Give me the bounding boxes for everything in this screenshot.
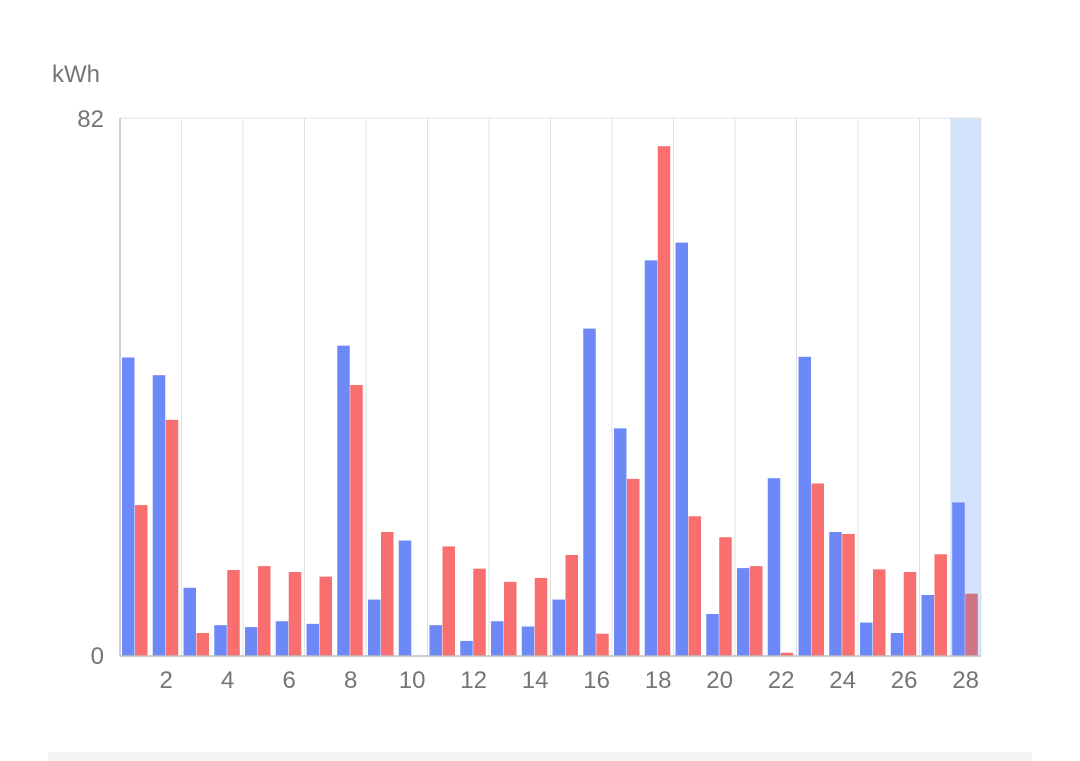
x-tick-labels: 2 4 6 8 10 12 14 16 18 20 22 24 26 28: [159, 667, 979, 694]
bar-series-1-day-23[interactable]: [798, 356, 812, 656]
bar-series-2-day-28[interactable]: [965, 593, 978, 656]
bar-series-2-day-22[interactable]: [780, 652, 794, 656]
bar-series-1-day-1[interactable]: [122, 357, 135, 656]
bar-series-1-day-12[interactable]: [460, 640, 473, 656]
bar-series-2-day-20[interactable]: [719, 537, 732, 656]
bar-series-2-day-2[interactable]: [165, 419, 179, 656]
bar-series-1-day-13[interactable]: [491, 621, 504, 656]
bar-series-1-day-21[interactable]: [737, 568, 750, 656]
bar-series-1-day-28[interactable]: [952, 502, 965, 656]
footer-strip: [48, 752, 1032, 761]
bar-series-2-day-16[interactable]: [596, 633, 609, 656]
bar-series-2-day-3[interactable]: [196, 633, 210, 656]
bar-series-2-day-14[interactable]: [534, 577, 548, 656]
bar-series-1-day-25[interactable]: [860, 622, 873, 656]
bar-series-2-day-12[interactable]: [473, 568, 486, 656]
bar-series-2-day-6[interactable]: [288, 572, 302, 656]
y-tick-max: 82: [77, 106, 104, 133]
x-tick-22: 22: [768, 667, 795, 694]
bar-series-1-day-27[interactable]: [921, 594, 935, 656]
bar-series-2-day-7[interactable]: [319, 576, 333, 656]
bar-series-1-day-17[interactable]: [614, 428, 627, 656]
bar-series-1-day-9[interactable]: [368, 599, 381, 656]
grid-lines: [119, 117, 982, 656]
bar-series-2-day-5[interactable]: [258, 566, 271, 656]
x-tick-2: 2: [159, 667, 172, 694]
y-tick-zero: 0: [91, 643, 104, 670]
bar-series-2-day-17[interactable]: [627, 478, 640, 656]
x-tick-6: 6: [282, 667, 295, 694]
x-tick-24: 24: [829, 667, 856, 694]
x-tick-26: 26: [891, 667, 918, 694]
bar-series-1-day-3[interactable]: [183, 587, 197, 656]
x-tick-10: 10: [399, 667, 426, 694]
bar-series-2-day-15[interactable]: [565, 554, 579, 656]
bar-series-2-day-19[interactable]: [688, 516, 702, 656]
bar-series-2-day-21[interactable]: [750, 566, 763, 656]
bar-series-1-day-26[interactable]: [890, 633, 904, 656]
bar-series-1-day-15[interactable]: [552, 599, 566, 656]
bar-series-1-day-10[interactable]: [398, 540, 412, 656]
bar-series-2-day-9[interactable]: [381, 531, 394, 656]
bar-series-1-day-4[interactable]: [214, 625, 227, 656]
bar-series-1-day-16[interactable]: [583, 328, 596, 656]
x-tick-16: 16: [583, 667, 610, 694]
bar-series-2-day-25[interactable]: [873, 569, 886, 656]
bar-series-1-day-19[interactable]: [675, 242, 689, 656]
y-axis-label: kWh: [52, 61, 100, 88]
x-tick-28: 28: [952, 667, 979, 694]
bars-group: [122, 146, 978, 656]
bar-series-1-day-20[interactable]: [706, 614, 719, 656]
bar-series-1-day-14[interactable]: [521, 626, 535, 656]
bar-series-1-day-18[interactable]: [644, 260, 658, 656]
bar-series-2-day-13[interactable]: [504, 581, 517, 656]
bar-series-1-day-6[interactable]: [275, 621, 289, 656]
x-tick-18: 18: [645, 667, 672, 694]
bar-series-2-day-27[interactable]: [934, 554, 948, 656]
bar-series-1-day-8[interactable]: [337, 345, 350, 656]
x-tick-8: 8: [344, 667, 357, 694]
bar-series-2-day-24[interactable]: [842, 533, 855, 656]
x-tick-20: 20: [706, 667, 733, 694]
x-tick-12: 12: [460, 667, 487, 694]
bar-series-2-day-11[interactable]: [442, 546, 456, 656]
bar-series-1-day-24[interactable]: [829, 531, 842, 656]
bar-series-2-day-8[interactable]: [350, 385, 363, 656]
bar-series-1-day-5[interactable]: [245, 627, 258, 656]
bar-series-1-day-22[interactable]: [767, 478, 781, 656]
bar-series-2-day-23[interactable]: [811, 483, 825, 656]
bar-series-1-day-2[interactable]: [152, 375, 166, 656]
x-tick-14: 14: [522, 667, 549, 694]
bar-series-2-day-26[interactable]: [903, 572, 917, 656]
bar-series-1-day-7[interactable]: [306, 623, 320, 656]
bar-series-2-day-4[interactable]: [227, 570, 240, 656]
bar-series-1-day-11[interactable]: [429, 625, 443, 656]
bar-series-2-day-18[interactable]: [657, 146, 671, 656]
bar-series-2-day-1[interactable]: [135, 505, 148, 656]
x-tick-4: 4: [221, 667, 234, 694]
